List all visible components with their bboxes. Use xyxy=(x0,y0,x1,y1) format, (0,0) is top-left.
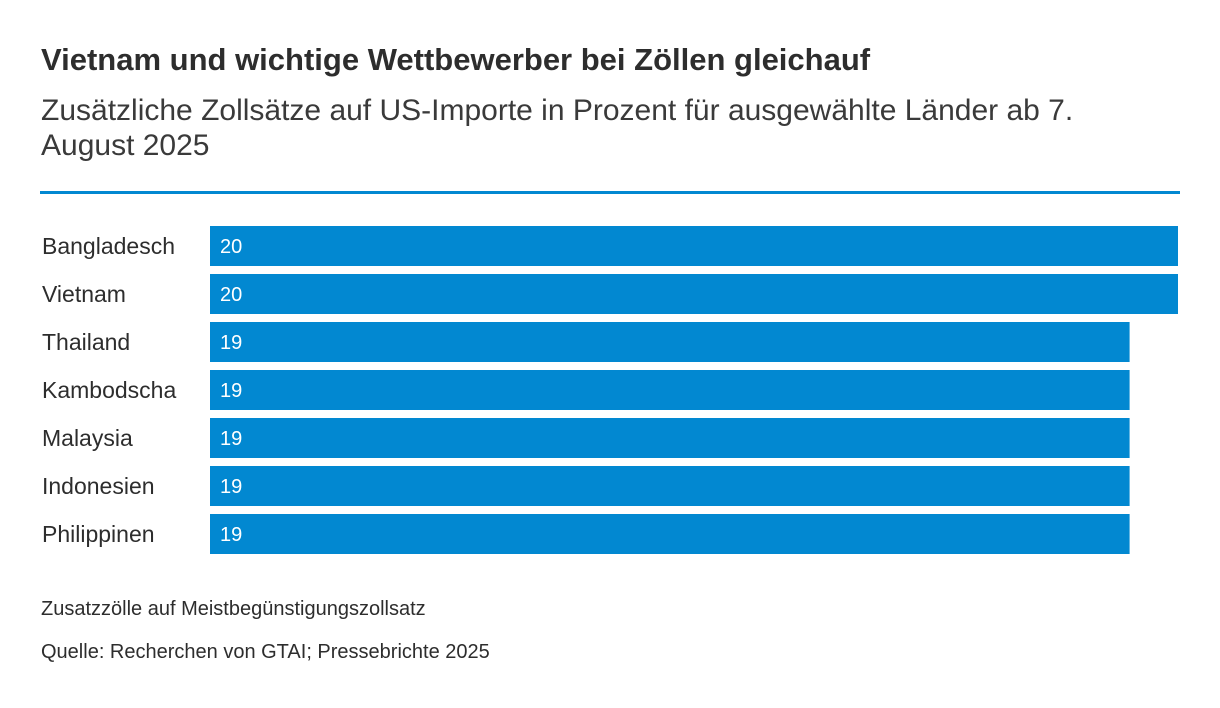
data-label: 19 xyxy=(220,428,242,450)
category-label: Indonesien xyxy=(42,473,155,499)
category-label: Philippinen xyxy=(42,521,155,547)
data-label: 19 xyxy=(220,524,242,546)
data-label: 20 xyxy=(220,236,242,258)
source-note: Quelle: Recherchen von GTAI; Pressebrich… xyxy=(41,641,490,663)
chart-title: Vietnam und wichtige Wettbewerber bei Zö… xyxy=(41,42,871,77)
bar xyxy=(210,274,1178,314)
data-label: 20 xyxy=(220,284,242,306)
data-label: 19 xyxy=(220,476,242,498)
footnote: Zusatzzölle auf Meistbegünstigungszollsa… xyxy=(41,598,426,620)
header-divider xyxy=(40,191,1180,194)
category-label: Malaysia xyxy=(42,425,133,451)
category-label: Bangladesch xyxy=(42,233,175,259)
category-label: Kambodscha xyxy=(42,377,176,403)
bar xyxy=(210,226,1178,266)
bar xyxy=(210,322,1130,362)
category-label: Vietnam xyxy=(42,281,126,307)
chart-subtitle: Zusätzliche Zollsätze auf US-Importe in … xyxy=(41,94,1074,162)
bar xyxy=(210,418,1130,458)
category-label: Thailand xyxy=(42,329,130,355)
bar xyxy=(210,466,1130,506)
bar xyxy=(210,514,1130,554)
data-label: 19 xyxy=(220,332,242,354)
bar xyxy=(210,370,1130,410)
data-label: 19 xyxy=(220,380,242,402)
